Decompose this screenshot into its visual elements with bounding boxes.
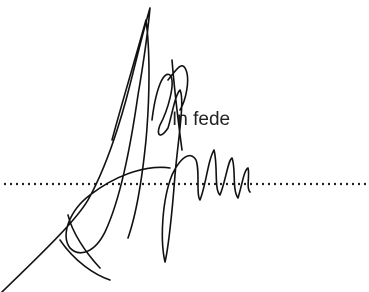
document: In fede [0,0,369,292]
page: In fede (() => { const data = JSON.parse… [0,0,369,292]
background [0,0,369,292]
